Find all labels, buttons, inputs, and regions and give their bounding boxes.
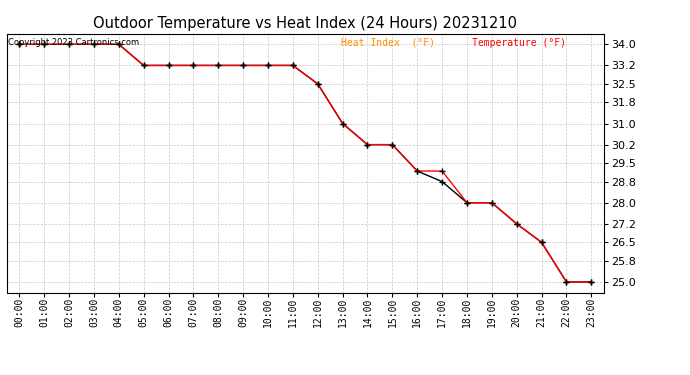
Text: Copyright 2023 Cartronics.com: Copyright 2023 Cartronics.com xyxy=(8,38,139,46)
Title: Outdoor Temperature vs Heat Index (24 Hours) 20231210: Outdoor Temperature vs Heat Index (24 Ho… xyxy=(93,16,518,31)
Text: Heat Index  (°F): Heat Index (°F) xyxy=(341,38,435,48)
Text: Temperature (°F): Temperature (°F) xyxy=(473,38,566,48)
